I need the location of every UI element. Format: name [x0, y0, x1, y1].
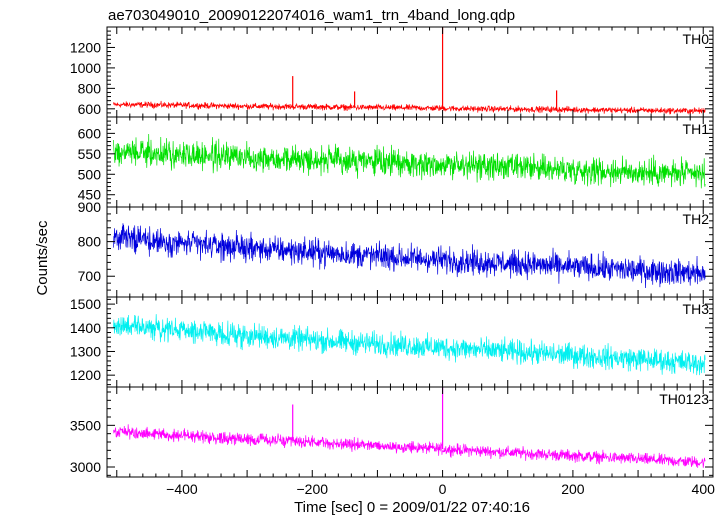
- panel-th0123: TH0123 3000 3500: [70, 386, 714, 478]
- panel-label: TH0123: [659, 391, 709, 407]
- y-tick-label: 450: [78, 187, 102, 203]
- series-line-th0: [113, 100, 706, 115]
- y-tick-label: 3500: [70, 417, 101, 433]
- y-tick-label: 1000: [70, 60, 101, 76]
- x-tick-label: −200: [296, 481, 328, 497]
- panel-label: TH1: [683, 121, 710, 137]
- panel-th3: TH3 1200 1300 1400 1500: [70, 296, 714, 388]
- panel-th1: TH1 450 500 550 600: [78, 116, 714, 208]
- x-tick-label: 200: [561, 481, 585, 497]
- y-tick-label: 1200: [70, 39, 101, 55]
- series-line-th0123: [113, 424, 706, 468]
- x-tick-label: 0: [439, 481, 447, 497]
- panels-group: TH0 600 800 1000 1200 TH1 450 500 550 600 TH2 700 80…: [70, 26, 716, 497]
- x-axis-label: Time [sec] 0 = 2009/01/22 07:40:16: [294, 499, 530, 516]
- panel-th0: TH0 600 800 1000 1200: [70, 26, 714, 118]
- y-tick-label: 600: [78, 125, 102, 141]
- y-tick-label: 3000: [70, 459, 101, 475]
- y-tick-label: 1200: [70, 367, 101, 383]
- x-tick-label: 400: [692, 481, 716, 497]
- series-line-th1: [113, 134, 706, 189]
- y-tick-label: 1300: [70, 343, 101, 359]
- panel-label: TH2: [683, 211, 710, 227]
- y-tick-label: 1400: [70, 320, 101, 336]
- y-tick-label: 1500: [70, 296, 101, 312]
- x-tick-label: −400: [166, 481, 198, 497]
- series-line-th3: [113, 314, 706, 376]
- chart-title: ae703049010_20090122074016_wam1_trn_4ban…: [108, 7, 515, 24]
- series-line-th2: [113, 223, 706, 288]
- y-tick-label: 800: [78, 80, 102, 96]
- y-tick-label: 600: [78, 101, 102, 117]
- y-tick-label: 700: [78, 268, 102, 284]
- y-tick-label: 900: [78, 199, 102, 215]
- y-tick-label: 800: [78, 234, 102, 250]
- panel-th2: TH2 700 800 900: [78, 199, 714, 298]
- panel-label: TH3: [683, 301, 710, 317]
- y-axis-label: Counts/sec: [34, 220, 51, 296]
- panel-frame: [106, 386, 714, 478]
- panel-frame: [106, 26, 714, 118]
- y-tick-label: 500: [78, 166, 102, 182]
- panel-label: TH0: [683, 31, 710, 47]
- y-tick-label: 550: [78, 146, 102, 162]
